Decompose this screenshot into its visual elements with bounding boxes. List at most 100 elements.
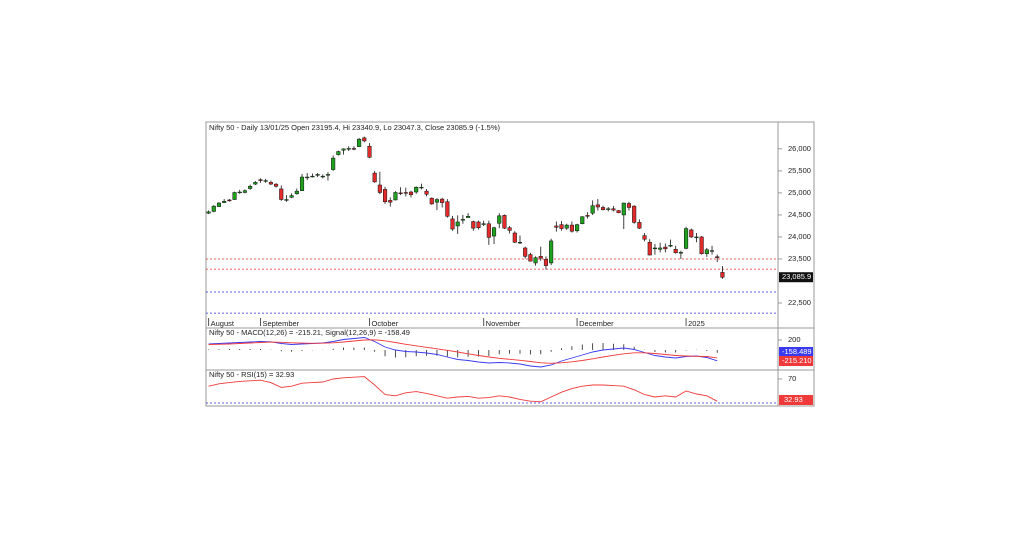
candle-body	[517, 241, 523, 244]
value-box-label: 32.93	[784, 395, 803, 404]
chart-frame	[205, 121, 815, 407]
x-tick-label: October	[371, 319, 398, 328]
candle-body	[720, 272, 725, 278]
candle-body	[434, 199, 440, 203]
candle-body	[429, 197, 434, 205]
candle-body	[263, 180, 268, 182]
candle-body	[709, 250, 715, 252]
candle-body	[642, 235, 647, 240]
candle-body	[222, 201, 227, 203]
candle-body	[502, 215, 507, 229]
candle-body	[528, 254, 533, 262]
candle-body	[419, 186, 424, 189]
value-box-label: 23,085.9	[782, 272, 811, 281]
value-box-label: -215.210	[782, 356, 812, 365]
candle-body	[424, 190, 429, 195]
candle-body	[678, 252, 683, 254]
candle-body	[325, 174, 331, 176]
candle-body	[341, 148, 346, 151]
candle-body	[377, 184, 382, 193]
candle-body	[632, 205, 637, 223]
x-tick-label: 2025	[688, 319, 705, 328]
candle-body	[689, 229, 694, 238]
candle-body	[367, 145, 372, 158]
candle-body	[694, 236, 699, 239]
candle-body	[585, 215, 590, 217]
candle-body	[268, 182, 273, 185]
candle-body	[543, 259, 548, 266]
candle-body	[715, 256, 720, 258]
candle-body	[611, 208, 616, 211]
candle-body	[704, 249, 709, 254]
candle-body	[227, 199, 232, 202]
value-box	[779, 272, 813, 283]
candle-body	[299, 176, 305, 191]
candle-body	[673, 249, 678, 254]
candle-body	[289, 195, 294, 198]
value-box	[779, 356, 813, 366]
rsi-title: Nifty 50 - RSI(15) = 32.93	[209, 370, 294, 379]
y-tick-label: 26,000	[788, 144, 811, 153]
candle-body	[320, 175, 325, 178]
candle-body	[699, 236, 704, 254]
y-tick-label: 70	[788, 374, 796, 383]
x-tick-label: August	[211, 319, 235, 328]
candle-body	[274, 183, 279, 187]
candle-body	[626, 203, 632, 208]
candle-body	[315, 174, 320, 176]
candle-body	[616, 210, 621, 213]
candle-body	[362, 137, 367, 142]
candle-body	[595, 204, 600, 208]
candle-body	[211, 205, 216, 212]
candle-body	[310, 175, 315, 178]
candle-body	[621, 202, 626, 216]
candle-body	[564, 224, 569, 229]
candle-body	[538, 256, 543, 259]
candle-body	[497, 215, 502, 224]
candle-body	[408, 191, 414, 195]
candle-body	[279, 188, 284, 200]
x-tick-label: December	[579, 319, 614, 328]
candle-body	[491, 227, 497, 237]
candle-body	[684, 228, 689, 249]
macd-title: Nifty 50 - MACD(12,26) = -215.21, Signal…	[209, 328, 410, 337]
candle-body	[600, 207, 606, 210]
candle-body	[590, 205, 595, 214]
candle-body	[346, 148, 351, 150]
candle-body	[305, 176, 310, 179]
candle-body	[569, 224, 574, 232]
y-tick-label: 200	[788, 335, 801, 344]
candle-body	[253, 182, 258, 185]
candle-body	[512, 232, 517, 243]
y-tick-label: 25,500	[788, 166, 811, 175]
candle-body	[414, 186, 419, 193]
candle-body	[663, 246, 668, 250]
candle-body	[351, 148, 356, 150]
candle-body	[606, 208, 611, 210]
candle-body	[507, 227, 512, 231]
candle-body	[658, 247, 663, 250]
candle-body	[549, 240, 554, 264]
candle-body	[336, 151, 341, 155]
value-box	[779, 395, 813, 405]
candle-body	[554, 225, 559, 228]
candle-body	[637, 222, 642, 229]
y-tick-label: 24,000	[788, 232, 811, 241]
y-tick-label: 23,500	[788, 254, 811, 263]
y-tick-label: 24,500	[788, 210, 811, 219]
candle-body	[523, 247, 528, 257]
candle-body	[668, 245, 673, 247]
candle-body	[486, 223, 491, 238]
candle-body	[242, 190, 247, 193]
candle-body	[232, 192, 237, 200]
candle-body	[331, 157, 336, 170]
candle-body	[393, 192, 398, 201]
candle-body	[466, 216, 471, 218]
candle-body	[216, 202, 222, 207]
value-box	[779, 347, 813, 357]
candle-body	[398, 192, 403, 195]
candle-body	[372, 172, 377, 183]
candle-body	[237, 191, 242, 194]
candle-body	[403, 192, 408, 194]
